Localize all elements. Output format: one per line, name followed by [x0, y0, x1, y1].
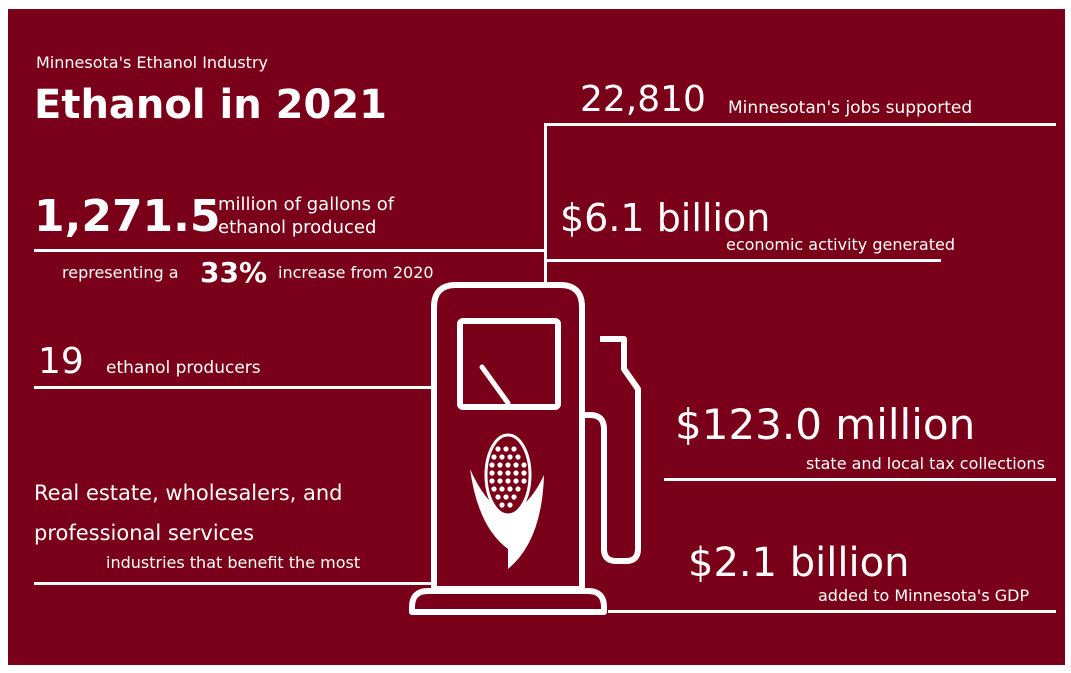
page-subtitle: Minnesota's Ethanol Industry [36, 53, 268, 72]
corn-leaf-icon [470, 433, 544, 569]
activity-value: $6.1 billion [560, 196, 771, 240]
increase-value: 33% [200, 256, 268, 289]
activity-divider [544, 259, 941, 262]
increase-prefix: representing a [62, 263, 179, 282]
jobs-label: Minnesotan's jobs supported [728, 98, 973, 118]
industries-line1: Real estate, wholesalers, and [34, 481, 343, 505]
page-title: Ethanol in 2021 [34, 82, 387, 128]
increase-suffix: increase from 2020 [278, 263, 434, 282]
activity-label: economic activity generated [726, 235, 955, 254]
producers-divider [34, 386, 432, 389]
gallons-value: 1,271.5 [34, 191, 221, 242]
gallons-divider [34, 249, 544, 252]
industries-divider [34, 582, 432, 585]
tax-divider [664, 478, 1056, 481]
infographic-panel: Minnesota's Ethanol Industry Ethanol in … [8, 9, 1065, 665]
gallons-label-line2: ethanol produced [218, 217, 377, 238]
producers-value: 19 [38, 341, 84, 382]
tax-value: $123.0 million [675, 400, 976, 449]
producers-label: ethanol producers [106, 358, 261, 378]
gdp-value: $2.1 billion [688, 540, 910, 586]
tax-label: state and local tax collections [806, 454, 1045, 473]
gallons-label-line1: million of gallons of [218, 194, 395, 215]
industries-line2: professional services [34, 521, 255, 545]
jobs-value: 22,810 [580, 79, 706, 120]
connector-line [544, 124, 547, 286]
industries-label: industries that benefit the most [106, 553, 361, 572]
jobs-divider [544, 123, 1056, 126]
gdp-divider [608, 610, 1056, 613]
fuel-pump-icon [409, 282, 641, 615]
gdp-label: added to Minnesota's GDP [818, 586, 1030, 605]
